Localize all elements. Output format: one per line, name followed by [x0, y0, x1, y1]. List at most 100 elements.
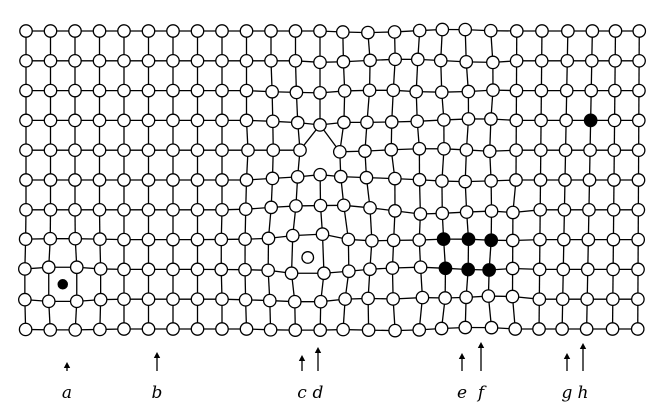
lattice-atom	[19, 202, 33, 217]
lattice-atom	[338, 292, 352, 306]
lattice-atom	[384, 142, 399, 157]
lattice-atom	[481, 289, 496, 303]
lattice-atom	[558, 143, 573, 158]
lattice-atom	[361, 25, 375, 40]
lattice-atom	[265, 114, 280, 129]
arrowhead-a	[63, 362, 71, 368]
lattice-atom	[409, 84, 424, 99]
lattice-atom	[190, 113, 205, 128]
lattice-atom	[215, 292, 229, 307]
lattice-atom	[435, 22, 450, 37]
lattice-atom	[582, 202, 596, 217]
lattice-atom	[290, 115, 305, 130]
label-a: a	[62, 383, 72, 403]
lattice-atom	[261, 263, 276, 278]
lattice-atom	[509, 53, 524, 68]
lattice-atom	[313, 294, 328, 309]
lattice-atom	[632, 24, 647, 38]
lattice-atom	[68, 323, 83, 337]
lattice-atom	[555, 292, 570, 307]
lattice-atom	[190, 173, 205, 187]
arrowhead-h	[579, 343, 587, 349]
lattice-atom	[313, 55, 327, 70]
lattice-atom	[631, 173, 646, 187]
lattice-atom	[315, 227, 330, 241]
lattice-atom	[239, 322, 254, 336]
lattice-atom	[166, 262, 180, 277]
lattice-atom	[580, 292, 595, 307]
lattice-atom	[238, 202, 253, 217]
lattice-atom	[18, 292, 32, 307]
arrowhead-e	[458, 353, 466, 359]
label-f: f	[476, 383, 487, 403]
lattice-atom	[557, 232, 571, 247]
lattice-atom	[262, 293, 277, 308]
lattice-atom	[166, 83, 180, 98]
lattice-atom	[435, 206, 450, 221]
lattice-atom	[284, 266, 299, 281]
lattice-atom	[289, 199, 303, 213]
lattice-atom	[215, 83, 229, 98]
lattice-atom	[606, 202, 621, 217]
lattice-atom	[41, 260, 56, 275]
lattice-atom	[19, 53, 33, 68]
lattice-atom	[410, 114, 425, 129]
label-b: b	[152, 383, 163, 403]
substitutional-atom	[482, 263, 497, 277]
lattice-atom	[313, 167, 327, 182]
lattice-atom	[557, 202, 572, 217]
lattice-atom	[486, 83, 500, 98]
lattice-atom	[484, 320, 499, 335]
lattice-atom	[166, 24, 180, 38]
lattice-atom	[214, 232, 229, 247]
large-interstitial-atom	[301, 251, 315, 264]
lattice-atom	[533, 202, 548, 217]
lattice-atom	[484, 204, 499, 218]
substitutional-atom	[438, 261, 453, 276]
lattice-atom	[43, 83, 58, 98]
lattice-atom	[18, 262, 32, 276]
lattice-atom	[631, 202, 646, 217]
lattice-atom	[215, 113, 229, 128]
lattice-atom	[336, 54, 351, 69]
lattice-atom	[141, 24, 156, 38]
label-c: c	[297, 383, 307, 403]
lattice-atom	[363, 262, 377, 277]
lattice-atom	[608, 53, 623, 68]
substitutional-atom	[484, 233, 499, 248]
lattice-atom	[166, 113, 180, 128]
lattice-atom	[388, 323, 402, 338]
lattice-atom	[388, 171, 402, 186]
lattice-atom	[386, 233, 401, 248]
lattice-atom	[412, 141, 427, 156]
substitutional-atom	[583, 113, 598, 128]
lattice-atom	[607, 143, 622, 158]
lattice-atom	[264, 200, 279, 215]
lattice-atom	[361, 323, 376, 337]
lattice-atom	[19, 173, 33, 187]
lattice-atom	[459, 290, 473, 305]
arrowhead-d	[314, 347, 322, 353]
lattice-atom	[264, 53, 278, 68]
lattice-atom	[215, 24, 229, 38]
lattice-atom	[555, 322, 569, 336]
lattice-atom	[506, 205, 520, 220]
lattice-atom	[68, 202, 82, 217]
lattice-atom	[43, 231, 58, 246]
lattice-atom	[117, 292, 131, 307]
lattice-atom	[415, 290, 430, 305]
lattice-atom	[412, 23, 427, 38]
substitutional-atom	[461, 232, 476, 247]
lattice-atom	[141, 143, 156, 158]
lattice-atom	[413, 260, 428, 275]
lattice-atom	[384, 115, 399, 129]
lattice-atom	[313, 86, 327, 100]
lattice-atom	[43, 173, 58, 187]
lattice-atom	[606, 262, 620, 277]
lattice-atom	[585, 24, 600, 38]
lattice-atom	[482, 144, 497, 159]
lattice-atom	[508, 322, 523, 336]
lattice-atom	[437, 113, 451, 127]
lattice-atom	[534, 53, 549, 68]
